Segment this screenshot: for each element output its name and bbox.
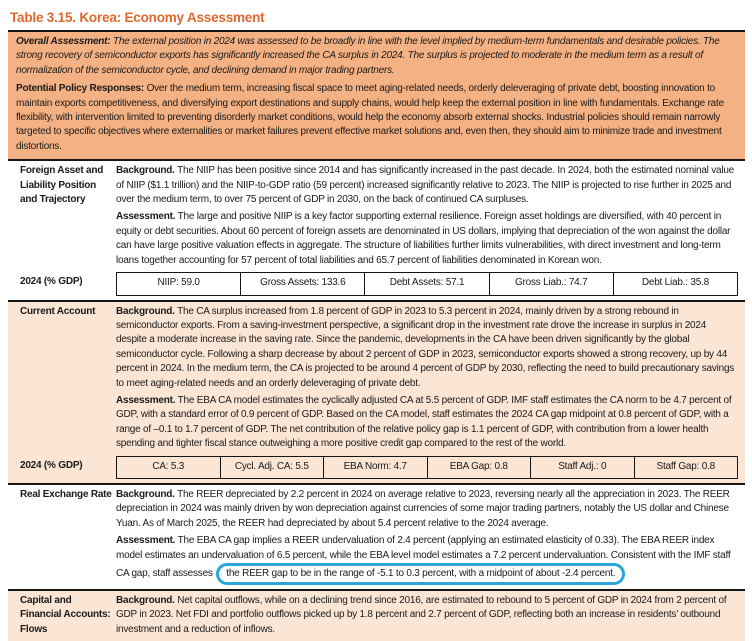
background-text: The CA surplus increased from 1.8 percen…	[116, 305, 735, 389]
section-label: Foreign Asset and Liability Position and…	[20, 165, 104, 206]
stat-cell: Staff Adj.: 0	[531, 456, 635, 478]
policy-responses-text: Over the medium term, increasing fiscal …	[16, 83, 724, 152]
stats-row-niip: 2024 (% GDP) NIIP: 59.0 Gross Assets: 13…	[8, 272, 745, 296]
background-paragraph: Background. The NIIP has been positive s…	[116, 164, 738, 207]
stats-table: CA: 5.3 Cycl. Adj. CA: 5.5 EBA Norm: 4.7…	[116, 455, 738, 479]
background-paragraph: Background. Net capital outflows, while …	[116, 594, 738, 637]
background-text: Net capital outflows, while on a declini…	[116, 595, 727, 635]
table-title: Table 3.15. Korea: Economy Assessment	[10, 10, 265, 25]
overall-assessment-label: Overall Assessment:	[16, 36, 111, 47]
stat-cell: Debt Liab.: 35.8	[641, 277, 709, 289]
stats-row-label: 2024 (% GDP)	[20, 459, 83, 471]
assessment-label: Assessment.	[116, 535, 176, 547]
background-label: Background.	[116, 595, 175, 606]
assessment-paragraph: Assessment. The EBA CA gap implies a REE…	[116, 534, 738, 585]
background-label: Background.	[116, 488, 175, 500]
section-foreign-asset: Foreign Asset and Liability Position and…	[8, 159, 745, 299]
background-paragraph: Background. The CA surplus increased fro…	[116, 305, 738, 391]
stat-cell: Cycl. Adj. CA: 5.5	[221, 456, 324, 478]
stat-cell: Staff Gap: 0.8	[656, 460, 716, 472]
stats-row-ca: 2024 (% GDP) CA: 5.3 Cycl. Adj. CA: 5.5 …	[8, 455, 745, 479]
stat-cell: NIIP: 59.0	[117, 273, 242, 295]
background-label: Background.	[116, 305, 175, 317]
stat-cell: Debt Assets: 57.1	[365, 273, 490, 295]
background-text: The REER depreciated by 2.2 percent in 2…	[116, 488, 730, 529]
assessment-label: Assessment.	[116, 394, 176, 406]
section-label: Capital and Financial Accounts: Flows	[20, 595, 111, 635]
background-text: The NIIP has been positive since 2014 an…	[116, 165, 735, 206]
assessment-text: The EBA CA model estimates the cyclicall…	[116, 394, 732, 450]
stat-cell: Gross Assets: 133.6	[241, 273, 366, 295]
section-label: Real Exchange Rate	[20, 488, 112, 500]
overall-assessment-paragraph: Overall Assessment: The external positio…	[16, 35, 737, 78]
stat-cell: Gross Liab.: 74.7	[490, 273, 614, 295]
assessment-text: The large and positive NIIP is a key fac…	[116, 211, 731, 266]
assessment-label: Assessment.	[116, 211, 176, 223]
reer-gap-highlight-oval: the REER gap to be in the range of -5.1 …	[216, 563, 626, 585]
stats-table: NIIP: 59.0 Gross Assets: 133.6 Debt Asse…	[116, 272, 738, 296]
section-capital-financial-flows: Capital and Financial Accounts: Flows Ba…	[8, 589, 745, 641]
section-label: Current Account	[20, 305, 96, 317]
stats-row-label: 2024 (% GDP)	[20, 276, 83, 288]
policy-responses-label: Potential Policy Responses:	[16, 83, 144, 95]
assessment-text: The EBA CA gap implies a REER undervalua…	[116, 535, 731, 579]
stat-cell: EBA Gap: 0.8	[428, 456, 531, 478]
assessment-paragraph: Assessment. The large and positive NIIP …	[116, 210, 738, 268]
section-current-account: Current Account Background. The CA surpl…	[8, 299, 745, 483]
stat-cell: EBA Norm: 4.7	[324, 456, 428, 478]
background-label: Background.	[116, 165, 175, 177]
overall-assessment-text: The external position in 2024 was assess…	[16, 36, 720, 76]
assessment-paragraph: Assessment. The EBA CA model estimates t…	[116, 394, 738, 452]
background-paragraph: Background. The REER depreciated by 2.2 …	[116, 488, 738, 531]
section-real-exchange-rate: Real Exchange Rate Background. The REER …	[8, 482, 745, 589]
overall-assessment-box: Overall Assessment: The external positio…	[8, 30, 745, 160]
policy-responses-paragraph: Potential Policy Responses: Over the med…	[16, 82, 737, 154]
stat-cell: CA: 5.3	[117, 456, 221, 478]
